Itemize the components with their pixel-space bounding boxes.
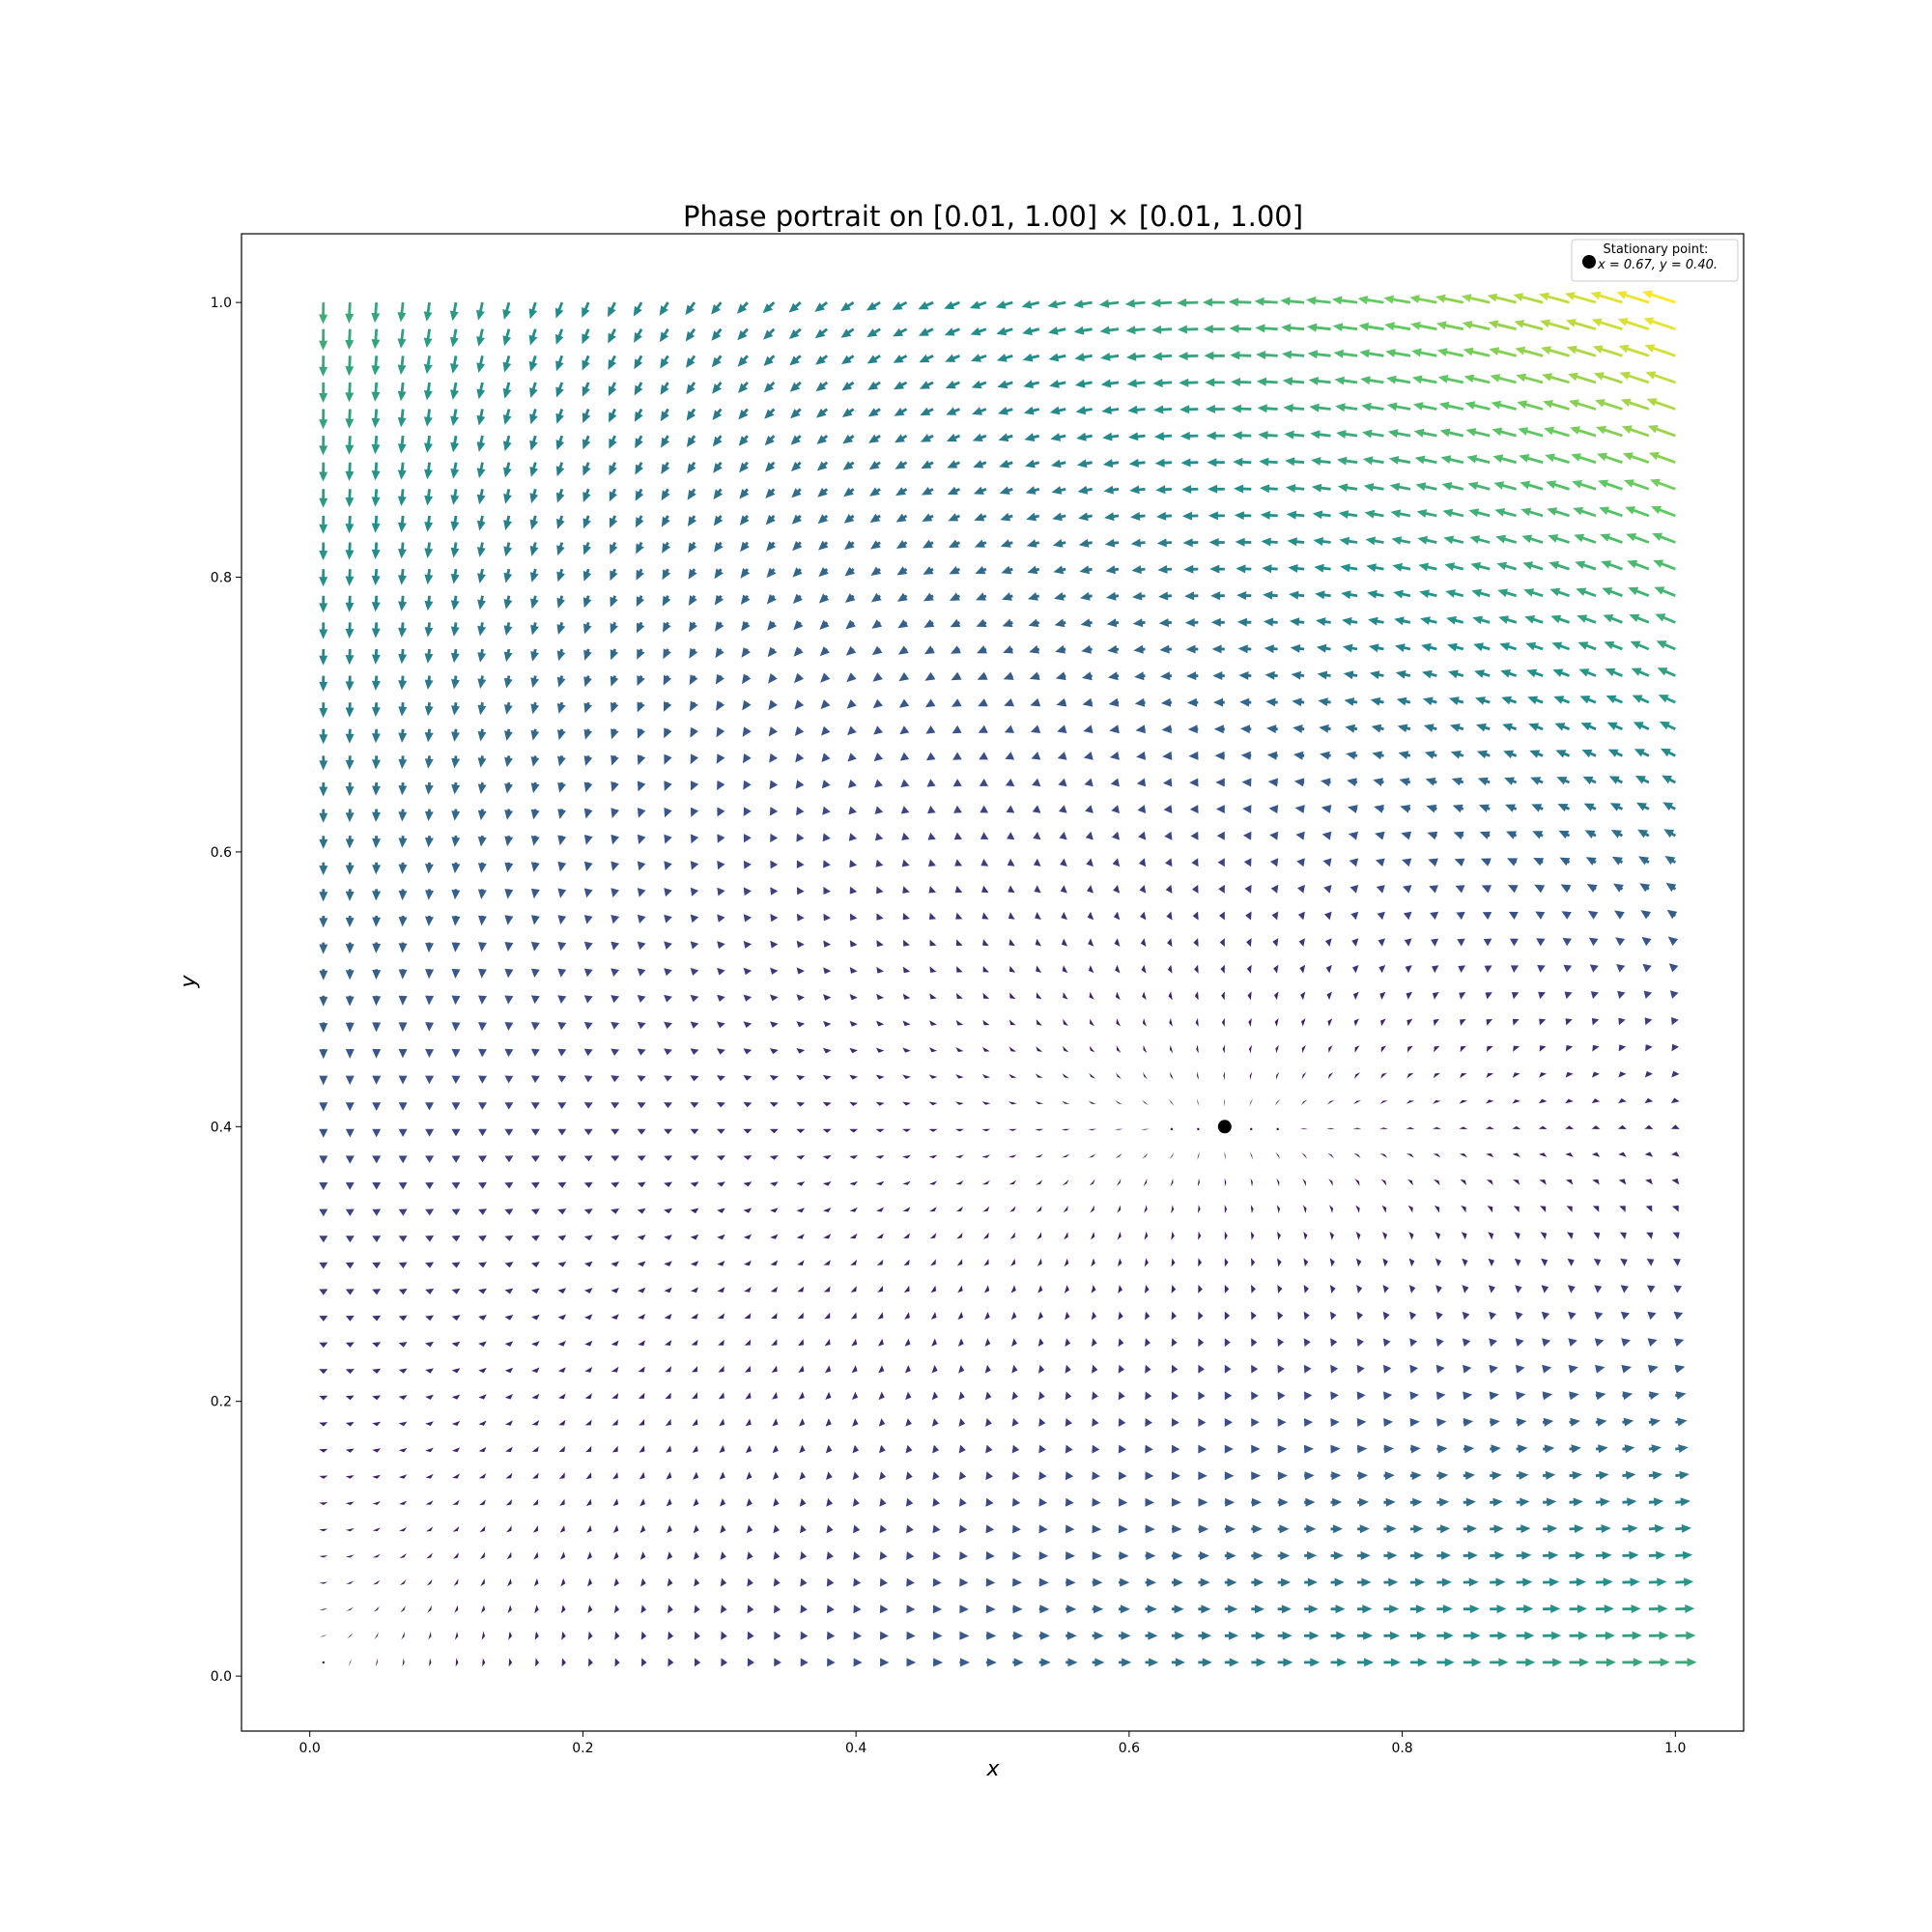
y-tick-label: 0.0 <box>211 1669 232 1685</box>
y-tick-label: 0.4 <box>211 1120 232 1135</box>
quiver-arrow <box>1197 1128 1199 1130</box>
x-axis-label: x <box>985 1757 1000 1781</box>
y-tick-label: 0.6 <box>211 845 232 861</box>
x-tick-label: 0.0 <box>299 1741 321 1756</box>
chart-title: Phase portrait on [0.01, 1.00] × [0.01, … <box>683 200 1303 233</box>
y-tick-label: 0.2 <box>211 1395 232 1410</box>
legend-label-line1: Stationary point: <box>1604 242 1709 257</box>
legend-label-line2: x = 0.67, y = 0.40. <box>1597 258 1718 272</box>
quiver-arrow <box>1250 1128 1252 1130</box>
x-tick-label: 0.2 <box>572 1741 593 1756</box>
x-tick-label: 0.6 <box>1119 1741 1140 1756</box>
x-tick-label: 1.0 <box>1664 1741 1686 1756</box>
y-axis-label: y <box>177 975 201 989</box>
legend-marker <box>1582 255 1596 269</box>
x-tick-label: 0.8 <box>1391 1741 1412 1756</box>
x-tick-label: 0.4 <box>845 1741 867 1756</box>
quiver-arrow <box>323 1662 325 1663</box>
legend: Stationary point: x = 0.67, y = 0.40. <box>1572 240 1738 281</box>
y-tick-label: 0.8 <box>211 571 232 586</box>
y-tick-label: 1.0 <box>211 296 232 311</box>
quiver-arrow <box>1277 1128 1279 1130</box>
quiver-arrow <box>1171 1128 1173 1130</box>
stationary-point-marker <box>1218 1120 1232 1133</box>
